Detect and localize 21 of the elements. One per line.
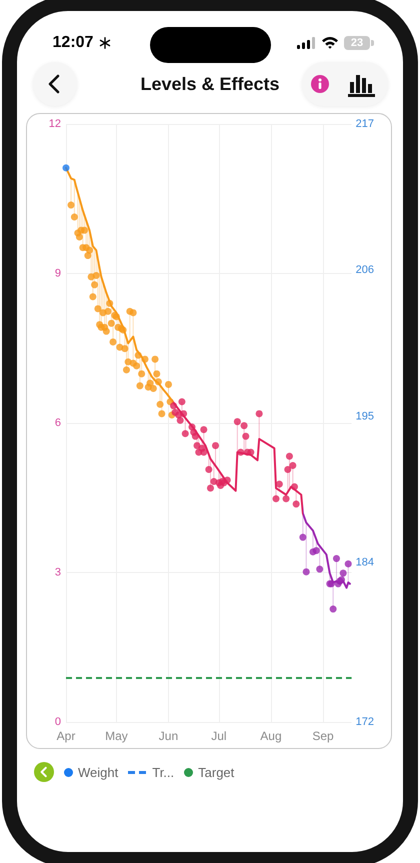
y-tick-label: 6 (54, 417, 61, 429)
y-tick-label: 12 (48, 118, 61, 130)
x-tick-label: Apr (56, 729, 76, 743)
y-tick-label: 9 (54, 268, 61, 280)
x-tick-label: Aug (260, 729, 282, 743)
text: 12:07 (52, 33, 94, 53)
y2-tick-label: 195 (356, 410, 374, 422)
legend-label: Tr... (152, 764, 174, 780)
x-tick-label: May (105, 729, 128, 743)
legend-label: Weight (78, 764, 118, 780)
legend-label: Target (198, 764, 234, 780)
x-tick-label: Sep (312, 729, 334, 743)
y2-tick-label: 217 (356, 118, 374, 130)
x-tick-label: Jun (158, 729, 178, 743)
y2-tick-label: 184 (356, 556, 374, 569)
chart-title: Levels & Effects (139, 73, 281, 96)
y-tick-label: 0 (54, 716, 61, 728)
y2-tick-label: 172 (356, 716, 374, 728)
x-tick-label: Jul (211, 729, 227, 743)
y2-tick-label: 206 (356, 264, 374, 276)
y-tick-label: 3 (54, 566, 61, 578)
